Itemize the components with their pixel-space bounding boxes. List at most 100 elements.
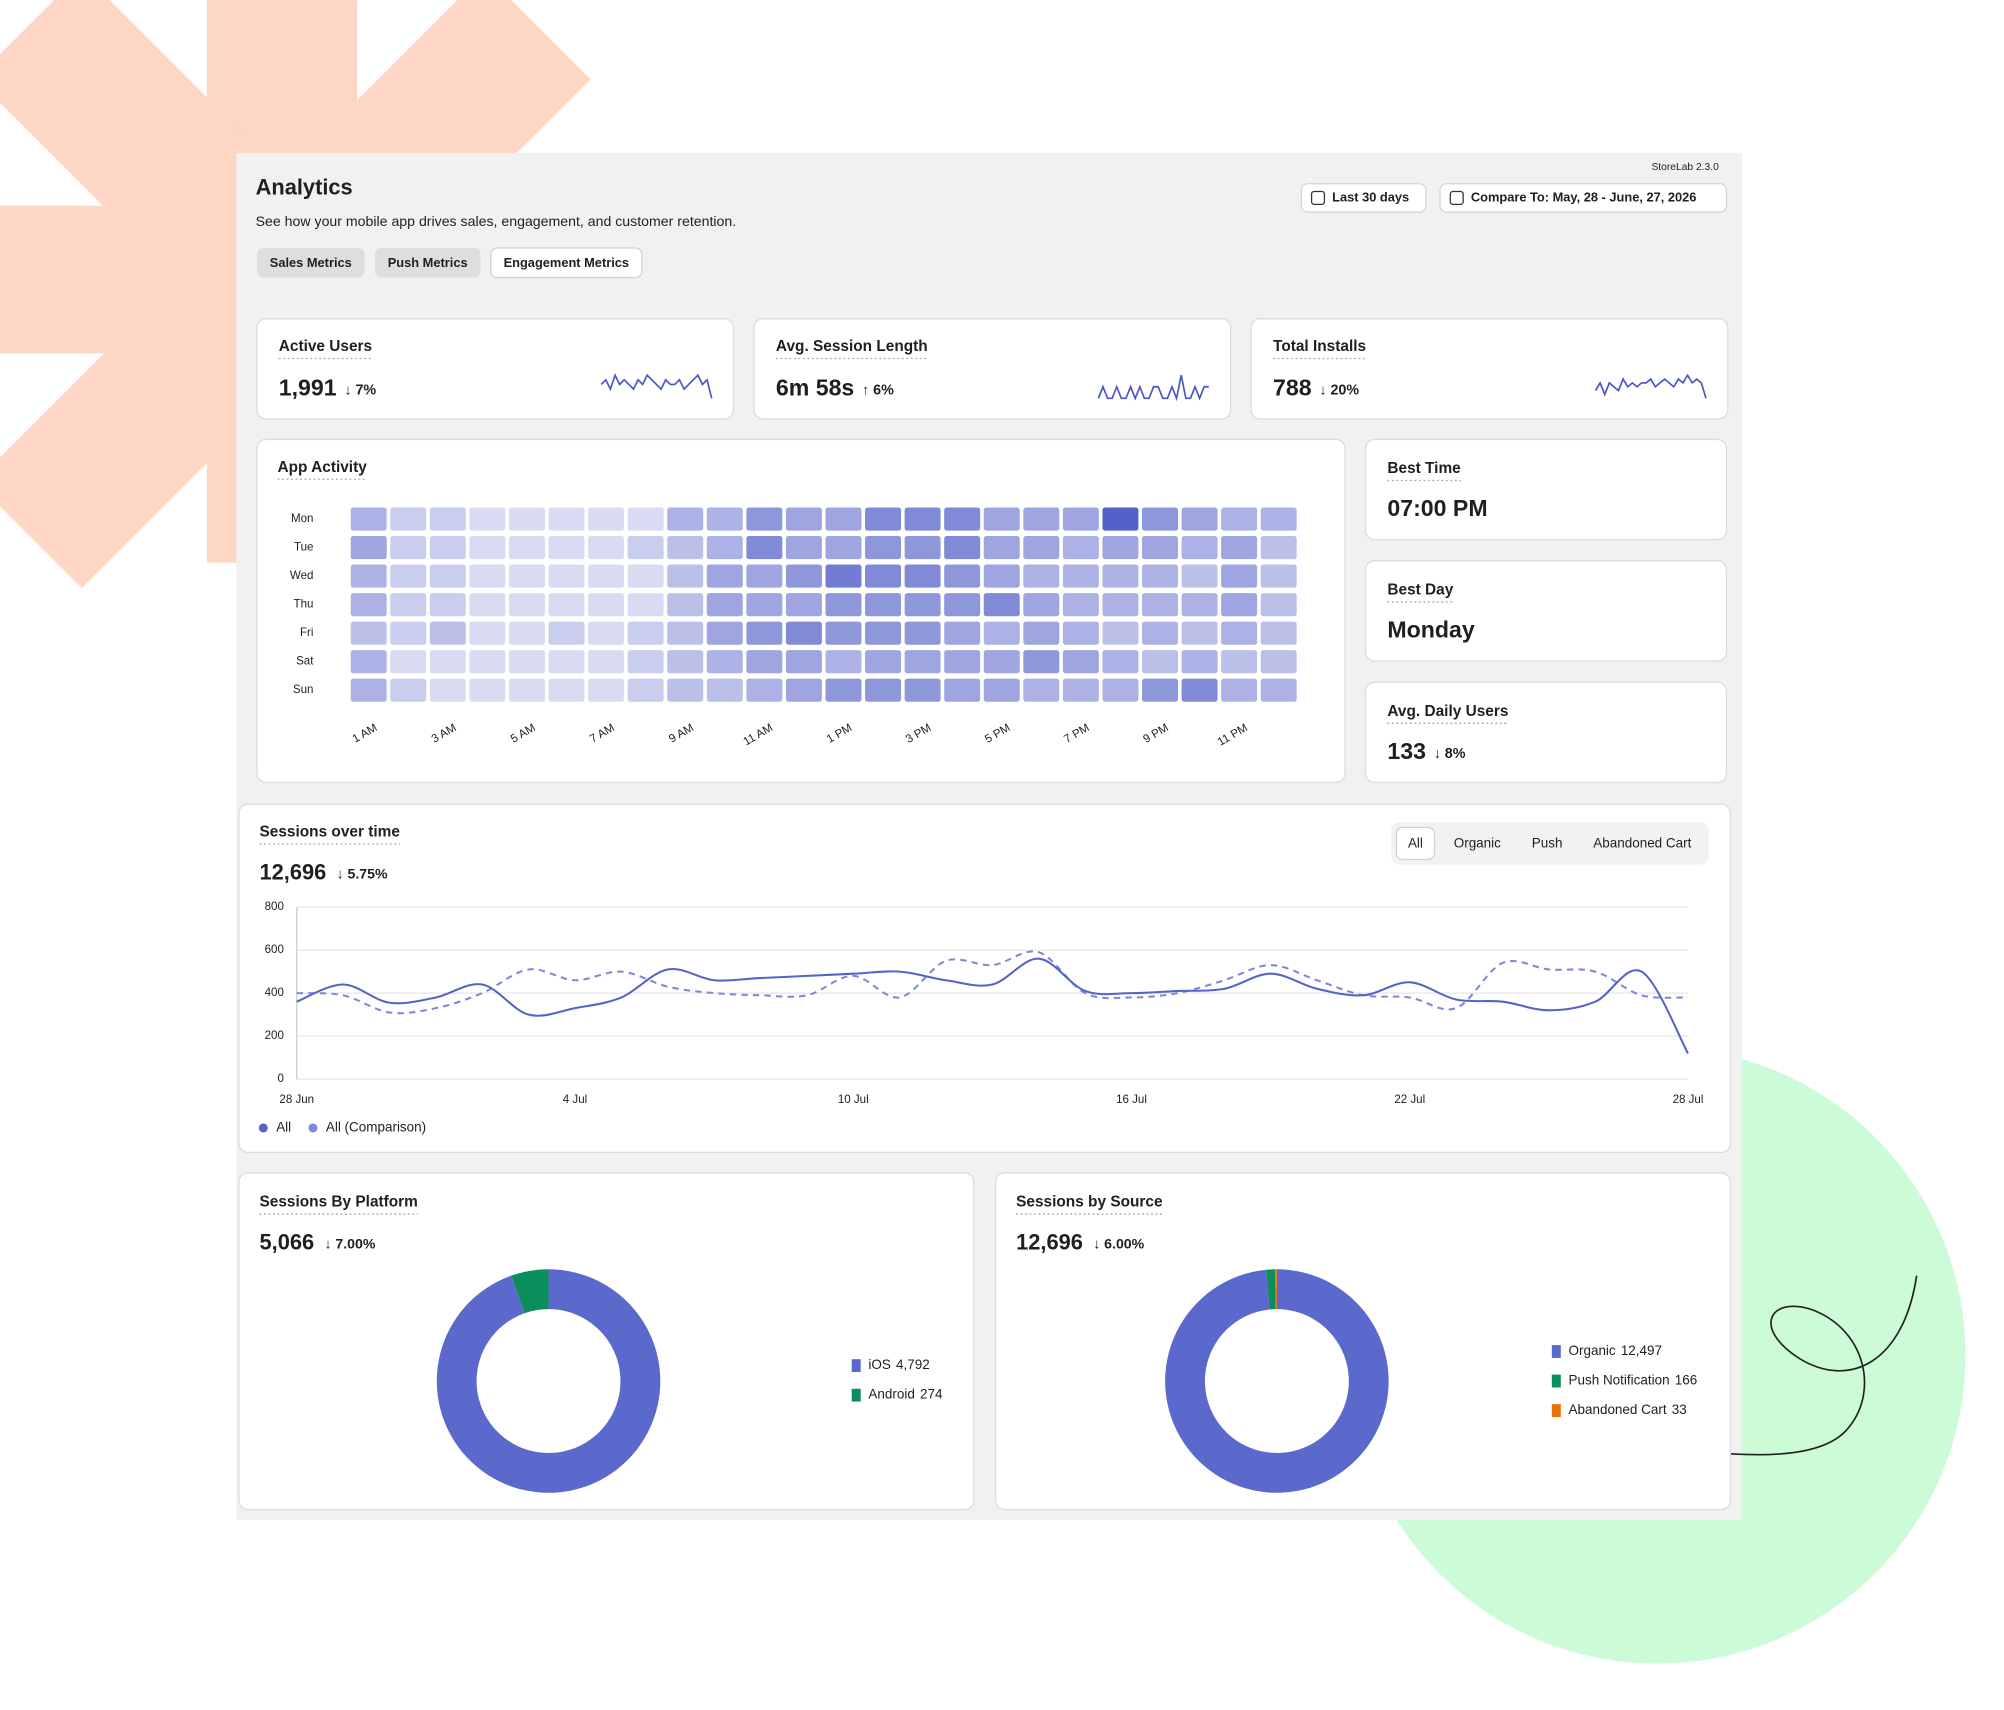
heat-cell xyxy=(627,536,664,560)
heat-cell xyxy=(1181,621,1218,645)
card xyxy=(1364,681,1728,784)
heat-cell xyxy=(1142,507,1178,531)
heat-cell xyxy=(746,650,783,674)
heat-cell xyxy=(983,621,1020,645)
date-button-label: Compare To: May, 28 - June, 27, 2026 xyxy=(1471,189,1697,204)
heat-cell xyxy=(1102,650,1139,674)
heat-cell xyxy=(667,507,704,531)
metric-value: Monday xyxy=(1387,617,1474,643)
heat-cell xyxy=(865,650,902,674)
heat-cell xyxy=(469,621,506,645)
heat-cell xyxy=(1221,678,1258,702)
row-label: Thu xyxy=(294,599,314,611)
legend-swatch xyxy=(851,1359,861,1373)
heat-cell xyxy=(508,564,545,588)
heat-cell xyxy=(983,593,1020,617)
heat-cell xyxy=(469,564,506,588)
metric-change: ↓ 6.00% xyxy=(1093,1236,1144,1252)
metric-value: 6m 58s xyxy=(776,374,854,400)
date-button-label: Last 30 days xyxy=(1332,189,1409,204)
metric-value: 5,066 xyxy=(259,1229,314,1254)
heat-cell xyxy=(944,536,981,560)
heat-cell xyxy=(1181,650,1218,674)
heat-cell xyxy=(865,507,902,531)
heat-cell xyxy=(508,536,545,560)
calendar-icon xyxy=(1310,190,1326,205)
legend-swatch xyxy=(1551,1404,1561,1418)
heat-cell xyxy=(390,621,427,645)
metric-value: 12,696 xyxy=(1016,1229,1083,1254)
heat-cell xyxy=(1221,536,1258,560)
heat-cell xyxy=(1023,564,1060,588)
heat-cell xyxy=(1221,507,1258,531)
heat-cell xyxy=(865,678,902,702)
heat-cell xyxy=(904,507,941,531)
sparkline xyxy=(1594,373,1707,399)
heat-cell xyxy=(1062,678,1099,702)
heat-cell xyxy=(825,507,862,531)
date-button[interactable] xyxy=(1439,183,1728,213)
legend-swatch xyxy=(851,1388,861,1402)
x-tick-label: 10 Jul xyxy=(838,1094,869,1106)
legend-value: 4,792 xyxy=(896,1357,930,1372)
heat-cell xyxy=(627,593,664,617)
heat-cell xyxy=(390,536,427,560)
card-label: Sessions over time xyxy=(259,824,400,841)
tab[interactable] xyxy=(490,247,643,279)
tab[interactable] xyxy=(374,248,481,278)
heat-cell xyxy=(944,593,981,617)
heat-cell xyxy=(1062,564,1099,588)
heat-cell xyxy=(1023,507,1060,531)
heat-cell xyxy=(983,507,1020,531)
filter-label: Abandoned Cart xyxy=(1593,836,1691,851)
heat-cell xyxy=(1102,621,1139,645)
heat-cell xyxy=(983,564,1020,588)
heat-cell xyxy=(825,536,862,560)
heat-cell xyxy=(429,621,466,645)
tab[interactable] xyxy=(256,248,365,278)
heat-cell xyxy=(706,621,743,645)
heat-cell xyxy=(350,564,387,588)
heat-cell xyxy=(825,621,862,645)
heat-cell xyxy=(429,650,466,674)
heat-cell xyxy=(1221,621,1258,645)
legend-value: 166 xyxy=(1675,1373,1697,1388)
heat-cell xyxy=(706,507,743,531)
heat-cell xyxy=(390,564,427,588)
heat-cell xyxy=(1181,507,1218,531)
heat-cell xyxy=(667,536,704,560)
row-label: Wed xyxy=(290,570,314,582)
heat-cell xyxy=(429,564,466,588)
filter-label: Push xyxy=(1532,836,1563,851)
filter-button[interactable] xyxy=(1395,826,1436,861)
metric-value: 07:00 PM xyxy=(1387,495,1487,521)
date-button[interactable] xyxy=(1300,183,1427,213)
heat-cell xyxy=(588,593,625,617)
heat-cell xyxy=(785,621,822,645)
filter-label: Organic xyxy=(1454,836,1501,851)
metric-change: ↓ 8% xyxy=(1434,746,1466,762)
heat-cell xyxy=(1102,507,1139,531)
metric-change: ↓ 7.00% xyxy=(324,1236,375,1252)
heat-cell xyxy=(627,650,664,674)
heat-cell xyxy=(706,678,743,702)
heat-cell xyxy=(508,621,545,645)
heat-cell xyxy=(706,593,743,617)
heat-cell xyxy=(469,650,506,674)
heat-cell xyxy=(548,564,585,588)
heat-cell xyxy=(706,564,743,588)
heat-cell xyxy=(1260,564,1297,588)
x-tick-label: 22 Jul xyxy=(1394,1094,1425,1106)
donut-slice xyxy=(511,1269,549,1314)
metric-value: 12,696 xyxy=(259,859,326,884)
x-tick-label: 4 Jul xyxy=(563,1094,587,1106)
heat-cell xyxy=(904,678,941,702)
row-label: Tue xyxy=(294,542,313,554)
filter-group xyxy=(1391,822,1709,865)
heat-cell xyxy=(1221,593,1258,617)
legend-value: 12,497 xyxy=(1621,1343,1662,1358)
row-label: Sun xyxy=(293,684,314,696)
metric-value: 133 xyxy=(1387,738,1426,764)
y-tick-label: 800 xyxy=(265,901,284,913)
heat-cell xyxy=(1142,593,1178,617)
